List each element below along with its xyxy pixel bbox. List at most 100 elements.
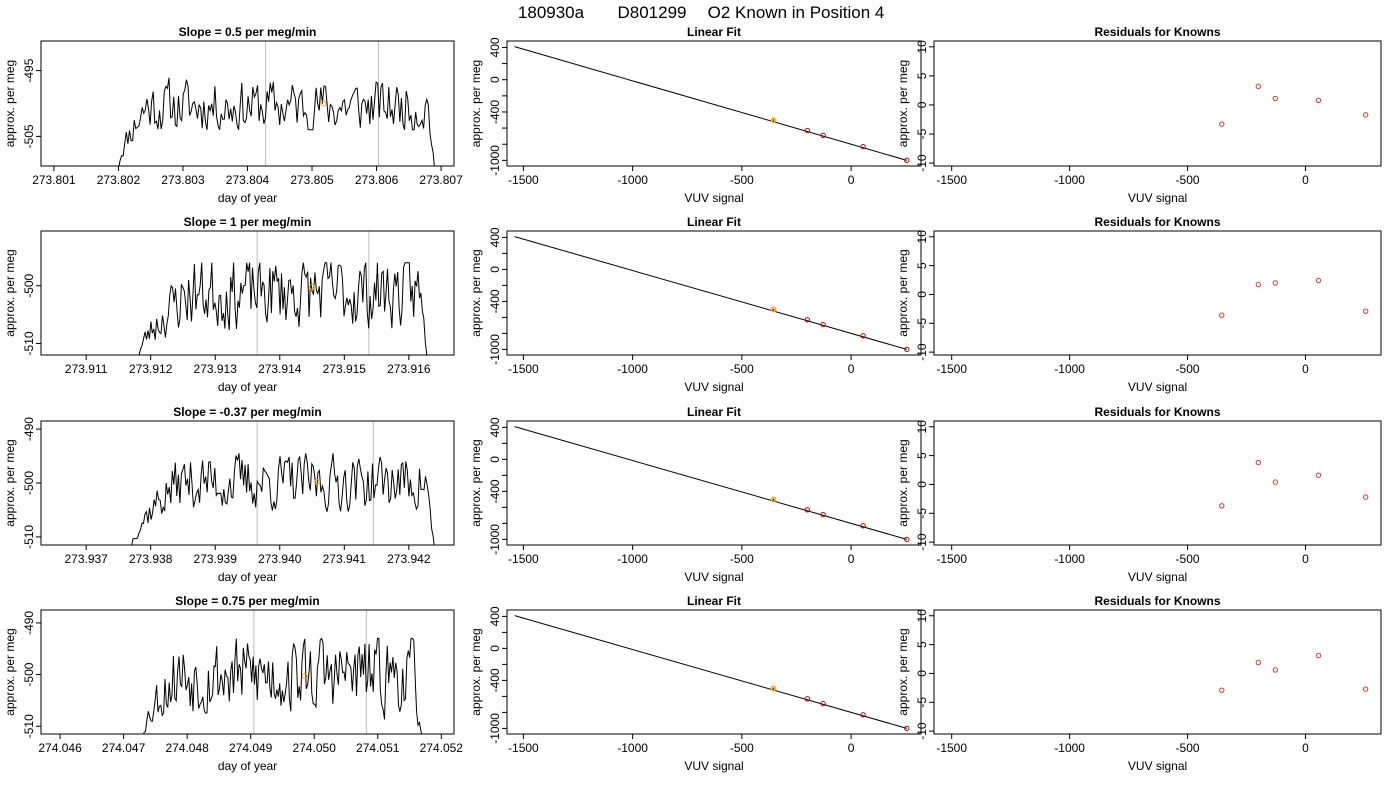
- panel-title: Slope = 0.5 per meg/min: [179, 25, 317, 39]
- fit-line: [514, 615, 907, 729]
- x-axis-label: VUV signal: [1128, 570, 1187, 584]
- y-tick-label: 10: [915, 230, 929, 244]
- y-tick-label: -490: [22, 611, 36, 635]
- x-tick-label: 273.911: [65, 362, 108, 376]
- y-tick-label: 5: [915, 262, 929, 269]
- y-tick-label: 400: [488, 37, 502, 57]
- known-point: [770, 117, 777, 123]
- panel-frame: [506, 609, 922, 735]
- y-tick-label: 400: [488, 227, 502, 247]
- y-tick-label: 5: [915, 452, 929, 459]
- x-tick-label: -1500: [508, 552, 539, 566]
- y-tick-label: 400: [488, 417, 502, 437]
- fit-point: [904, 536, 910, 543]
- panel-frame: [40, 230, 455, 356]
- panel-r2-resid: Residuals for Knowns -1500 -1000 -500 0 VUV s…: [896, 215, 1382, 394]
- panel-frame: [933, 230, 1382, 356]
- panel-frame: [40, 40, 455, 167]
- panel-frame: [506, 420, 922, 546]
- fit-point: [860, 143, 866, 150]
- x-tick-label: 274.052: [420, 741, 464, 755]
- x-tick-label: 273.912: [129, 362, 173, 376]
- residual-point: [1219, 121, 1225, 127]
- x-tick-label: -1000: [617, 741, 648, 755]
- x-tick-label: -500: [1176, 173, 1200, 187]
- y-tick-label: 0: [915, 101, 929, 108]
- plot-area: [138, 231, 428, 355]
- y-axis-label: approx. per meg: [469, 249, 483, 336]
- panel-r1-trace: Slope = 0.5 per meg/min 273.801 273.802 273…: [3, 25, 463, 205]
- panel-title: Residuals for Knowns: [1094, 405, 1220, 419]
- x-axis-label: VUV signal: [684, 191, 743, 205]
- y-axis-label: approx. per meg: [469, 439, 483, 526]
- panel-title: Linear Fit: [687, 215, 741, 229]
- x-axis-label: day of year: [218, 380, 277, 394]
- x-tick-label: -1500: [508, 362, 539, 376]
- plot-area: [514, 426, 910, 543]
- fit-point: [820, 700, 826, 707]
- fit-point: [804, 317, 811, 323]
- panel-title: Linear Fit: [687, 25, 741, 39]
- y-tick-label: 0: [915, 670, 929, 677]
- y-axis-label: approx. per meg: [3, 249, 17, 336]
- y-tick-label: -500: [22, 662, 36, 686]
- x-axis-label: day of year: [218, 759, 277, 773]
- fit-point: [860, 712, 866, 718]
- y-tick-label: 0: [488, 456, 502, 463]
- signal-trace: [143, 637, 423, 734]
- x-tick-label: 0: [1302, 173, 1309, 187]
- mean-marker: [309, 283, 316, 290]
- x-tick-label: 0: [1302, 741, 1309, 755]
- fit-point: [904, 346, 910, 353]
- x-tick-label: 273.913: [194, 362, 238, 376]
- x-axis-label: VUV signal: [1128, 191, 1187, 205]
- x-axis-label: day of year: [218, 191, 277, 205]
- plot-area: [514, 46, 910, 164]
- fit-point: [860, 333, 866, 339]
- y-tick-label: -1000: [488, 524, 502, 555]
- panel-title: Slope = 1 per meg/min: [184, 215, 312, 229]
- residual-point: [1315, 472, 1322, 478]
- y-axis-label: approx. per meg: [3, 439, 17, 526]
- panel-title: Linear Fit: [687, 594, 741, 608]
- x-tick-label: 273.914: [258, 362, 302, 376]
- panel-frame: [40, 420, 455, 546]
- residual-point: [1255, 459, 1262, 466]
- y-tick-label: 0: [488, 645, 502, 652]
- x-tick-label: 0: [848, 741, 855, 755]
- residual-point: [1362, 308, 1369, 314]
- fit-point: [904, 725, 910, 732]
- x-tick-label: -1000: [617, 552, 648, 566]
- panel-r4-trace: Slope = 0.75 per meg/min 274.046 274.047 27…: [3, 594, 463, 773]
- fit-point: [804, 127, 811, 134]
- x-tick-label: 273.802: [97, 173, 141, 187]
- x-tick-label: 273.915: [323, 362, 367, 376]
- y-axis-label: approx. per meg: [3, 628, 17, 715]
- panel-title: Residuals for Knowns: [1094, 594, 1220, 608]
- y-tick-label: -400: [488, 479, 502, 503]
- y-tick-label: -10: [915, 722, 929, 740]
- plot-area: [514, 236, 910, 353]
- y-tick-label: -1000: [488, 145, 502, 176]
- fit-point: [820, 321, 826, 328]
- x-tick-label: 0: [1302, 362, 1309, 376]
- y-tick-label: 400: [488, 606, 502, 626]
- x-tick-label: 0: [848, 552, 855, 566]
- known-point-center: [772, 119, 775, 122]
- y-tick-label: 0: [488, 76, 502, 83]
- y-tick-label: 5: [915, 72, 929, 79]
- plot-area: [131, 421, 435, 545]
- x-axis-label: VUV signal: [1128, 380, 1187, 394]
- plot-area: [143, 610, 423, 734]
- y-axis-label: approx. per meg: [896, 60, 910, 147]
- fit-line: [514, 46, 907, 161]
- y-tick-label: -5: [915, 318, 929, 329]
- y-tick-label: -10: [915, 154, 929, 172]
- y-tick-label: -510: [22, 714, 36, 738]
- y-axis-label: approx. per meg: [3, 60, 17, 147]
- mean-marker: [314, 478, 321, 485]
- residual-point: [1219, 687, 1225, 693]
- signal-trace: [118, 77, 435, 166]
- fit-point: [820, 132, 826, 139]
- fit-point: [804, 696, 811, 702]
